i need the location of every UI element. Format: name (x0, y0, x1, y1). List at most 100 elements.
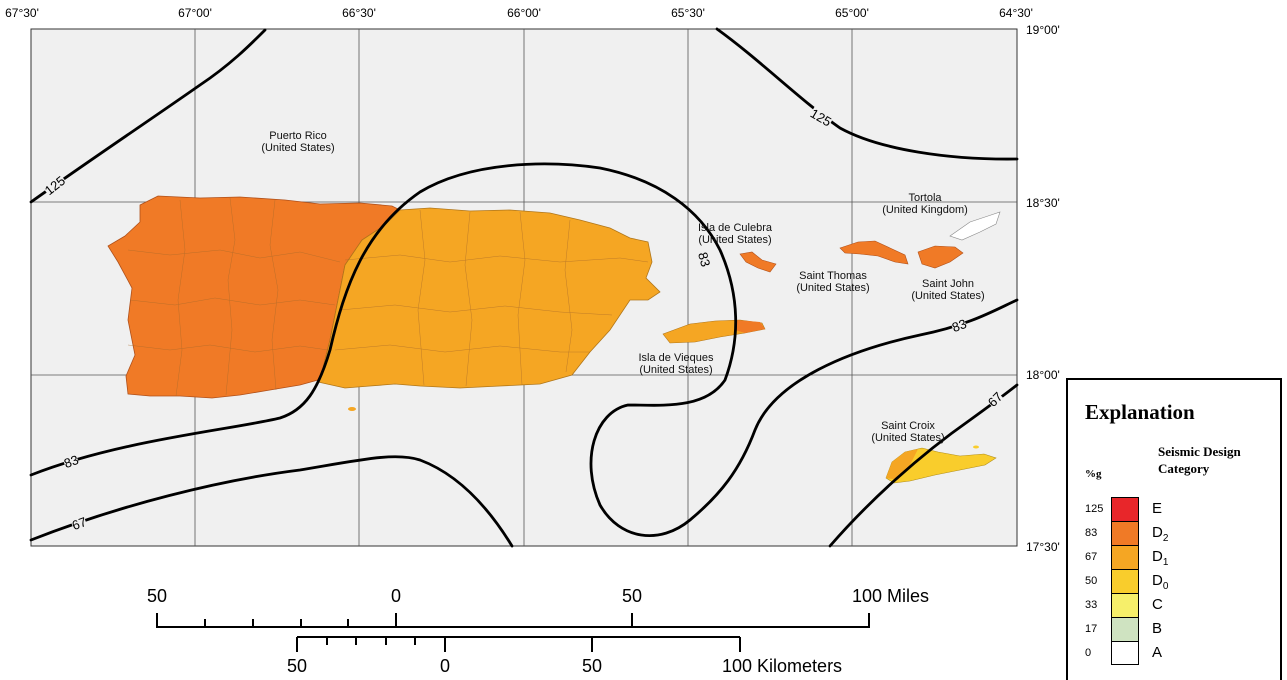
contour-125-northeast (715, 27, 1019, 161)
legend-row: 0 A (1068, 641, 1278, 665)
place-country: (United Kingdom) (882, 204, 968, 216)
legend-value: 0 (1085, 647, 1092, 659)
longitude-label: 65°00' (835, 6, 869, 20)
place-name: Puerto Rico (269, 130, 327, 142)
scale-km-tick-label: 0 (439, 656, 451, 676)
legend-category: B (1152, 620, 1162, 640)
legend-category-heading-line: Seismic Design (1158, 444, 1241, 459)
place-country: (United States) (698, 234, 772, 246)
legend-category-letter: C (1152, 596, 1163, 613)
place-name: Isla de Culebra (698, 222, 772, 234)
place-label-saint-john: Saint John (United States) (911, 278, 984, 302)
place-name: Tortola (908, 192, 942, 204)
place-name: Saint Croix (881, 420, 935, 432)
legend-swatch (1111, 641, 1139, 665)
scale-km-tick-label: 50 (581, 656, 603, 676)
legend-category-heading: Seismic Design Category (1158, 443, 1241, 477)
legend-swatch (1111, 617, 1139, 641)
legend-category-letter: D (1152, 548, 1163, 565)
contour-125-northwest (29, 28, 267, 204)
place-label-saint-thomas: Saint Thomas (United States) (796, 270, 869, 294)
place-label-culebra: Isla de Culebra (United States) (698, 222, 772, 246)
saint-john-island (917, 245, 964, 269)
legend-row: 17 B (1068, 617, 1278, 641)
legend-row: 50 D0 (1068, 569, 1278, 593)
legend-swatch (1111, 545, 1139, 569)
scale-miles-end-label: 100 Miles (852, 586, 930, 606)
place-label-saint-croix: Saint Croix (United States) (871, 420, 944, 444)
legend-value: 33 (1085, 599, 1098, 611)
longitude-label: 66°00' (507, 6, 541, 20)
latitude-label: 19°00' (1026, 23, 1060, 37)
place-country: (United States) (796, 282, 870, 294)
longitude-label: 65°30' (671, 6, 705, 20)
place-name: Saint John (922, 278, 974, 290)
place-label-tortola: Tortola (United Kingdom) (882, 192, 968, 216)
legend-category-letter: A (1152, 644, 1163, 661)
legend-value: 83 (1085, 527, 1098, 539)
legend-category-sub: 2 (1162, 533, 1169, 544)
place-label-vieques: Isla de Vieques (United States) (638, 352, 713, 376)
puerto-rico-east (317, 207, 661, 389)
legend-value: 125 (1085, 503, 1104, 515)
municipal-boundaries (127, 197, 649, 397)
legend-category: C (1152, 596, 1163, 616)
legend-row: 125 E (1068, 497, 1278, 521)
legend-swatch (1111, 521, 1139, 545)
legend-category-sub: 1 (1162, 557, 1169, 568)
latitude-label: 17°30' (1026, 540, 1060, 554)
saint-croix-west (886, 449, 918, 480)
legend-value: 67 (1085, 551, 1098, 563)
place-name: Isla de Vieques (638, 352, 714, 364)
legend-row: 83 D2 (1068, 521, 1278, 545)
longitude-label: 66°30' (342, 6, 376, 20)
longitude-label: 67°30' (5, 6, 39, 20)
desecheo-islet (348, 407, 356, 411)
place-name: Saint Thomas (799, 270, 867, 282)
legend-category-letter: E (1152, 500, 1163, 517)
legend-category-letter: D (1152, 524, 1163, 541)
legend-unit: %g (1085, 468, 1102, 480)
legend-row: 33 C (1068, 593, 1278, 617)
legend-swatch (1111, 593, 1139, 617)
culebra-island (739, 251, 777, 273)
contour-67-southeast (828, 383, 1019, 548)
legend-category-heading-line: Category (1158, 461, 1210, 476)
legend-category: E (1152, 500, 1162, 520)
legend-title: Explanation (1085, 400, 1195, 424)
saint-thomas-island (839, 240, 909, 265)
contour-lines (29, 27, 1019, 548)
legend-value: 50 (1085, 575, 1098, 587)
legend-value: 17 (1085, 623, 1098, 635)
place-country: (United States) (911, 290, 985, 302)
latitude-label: 18°30' (1026, 196, 1060, 210)
place-label-puerto-rico: Puerto Rico (United States) (261, 130, 334, 154)
legend-category-letter: B (1152, 620, 1163, 637)
legend-category: D1 (1152, 548, 1168, 568)
legend-row: 67 D1 (1068, 545, 1278, 569)
longitude-label: 67°00' (178, 6, 212, 20)
legend: Explanation Seismic Design Category %g 1… (1066, 378, 1282, 680)
vieques-east (735, 320, 765, 333)
legend-category-letter: D (1152, 572, 1163, 589)
scale-miles-tick-label: 50 (621, 586, 643, 606)
scale-miles-tick-label: 0 (390, 586, 402, 606)
legend-swatch (1111, 569, 1139, 593)
place-country: (United States) (871, 432, 945, 444)
legend-category-sub: 0 (1162, 581, 1169, 592)
legend-category: D0 (1152, 572, 1168, 592)
legend-swatch (1111, 497, 1139, 521)
place-country: (United States) (639, 364, 713, 376)
scale-km-end-label: 100 Kilometers (722, 656, 843, 676)
saint-croix-buck-islet (973, 445, 979, 449)
place-country: (United States) (261, 142, 335, 154)
puerto-rico-west (107, 195, 401, 399)
scale-miles-tick-label: 50 (146, 586, 168, 606)
scale-km-tick-label: 50 (286, 656, 308, 676)
contour-67-south (29, 455, 514, 548)
legend-category: D2 (1152, 524, 1168, 544)
legend-category: A (1152, 644, 1162, 664)
latitude-label: 18°00' (1026, 368, 1060, 382)
tortola-island (949, 211, 1001, 241)
